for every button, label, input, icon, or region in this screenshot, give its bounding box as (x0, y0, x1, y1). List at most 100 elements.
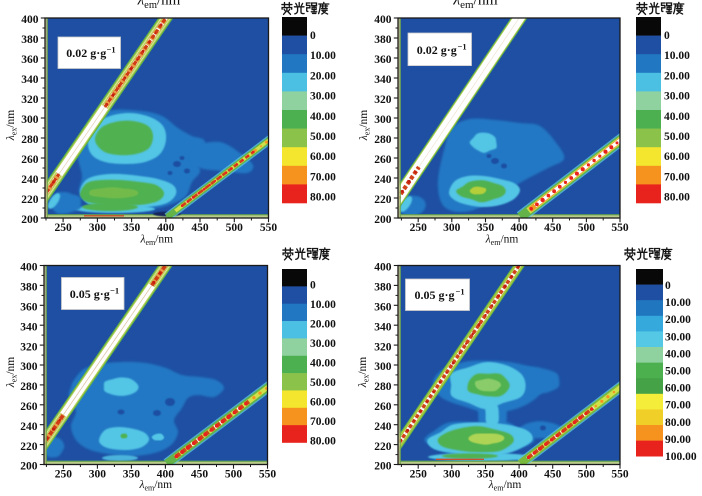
svg-text:350: 350 (477, 222, 495, 234)
svg-text:λex/nm: λex/nm (5, 110, 19, 141)
svg-text:400: 400 (374, 262, 392, 274)
svg-text:380: 380 (20, 282, 38, 294)
svg-text:−1: −1 (458, 41, 467, 51)
svg-text:70.00: 70.00 (310, 171, 336, 183)
svg-text:340: 340 (20, 321, 38, 333)
svg-text:320: 320 (374, 341, 392, 353)
svg-text:λem/nm: λem/nm (452, 0, 497, 11)
svg-text:λem/nm: λem/nm (485, 234, 519, 248)
svg-text:80.00: 80.00 (665, 417, 691, 429)
svg-text:20.00: 20.00 (664, 70, 690, 82)
svg-text:80.00: 80.00 (310, 436, 336, 448)
svg-text:350: 350 (477, 469, 495, 481)
svg-text:40.00: 40.00 (664, 111, 690, 123)
svg-text:250: 250 (54, 222, 72, 234)
svg-text:300: 300 (89, 222, 107, 234)
svg-text:250: 250 (410, 222, 428, 234)
svg-text:340: 340 (374, 321, 392, 333)
svg-text:−1: −1 (107, 45, 116, 55)
svg-text:200: 200 (374, 461, 392, 473)
svg-text:380: 380 (374, 34, 392, 46)
svg-text:λem/nm: λem/nm (139, 234, 173, 248)
svg-text:λem/nm: λem/nm (137, 0, 181, 11)
svg-text:20.00: 20.00 (310, 70, 336, 82)
svg-text:340: 340 (21, 74, 39, 86)
svg-text:0.05 g·g: 0.05 g·g (70, 287, 110, 301)
svg-text:λex/nm: λex/nm (5, 357, 19, 388)
svg-text:50.00: 50.00 (310, 377, 336, 389)
svg-text:300: 300 (374, 114, 392, 126)
svg-text:500: 500 (226, 222, 244, 234)
svg-text:20.00: 20.00 (665, 314, 691, 326)
svg-text:−1: −1 (456, 287, 465, 297)
svg-text:240: 240 (374, 174, 392, 186)
svg-text:400: 400 (374, 14, 392, 26)
svg-text:280: 280 (20, 381, 38, 393)
svg-text:500: 500 (578, 222, 596, 234)
svg-text:500: 500 (225, 469, 243, 481)
svg-text:450: 450 (191, 222, 209, 234)
svg-text:60.00: 60.00 (310, 151, 336, 163)
svg-text:350: 350 (123, 222, 141, 234)
svg-text:220: 220 (21, 194, 39, 206)
svg-text:100.00: 100.00 (665, 451, 697, 463)
svg-text:360: 360 (374, 54, 392, 66)
svg-text:320: 320 (20, 341, 38, 353)
svg-text:340: 340 (374, 74, 392, 86)
svg-text:10.00: 10.00 (310, 299, 336, 311)
svg-text:40.00: 40.00 (310, 357, 336, 369)
svg-text:220: 220 (374, 194, 392, 206)
svg-text:350: 350 (123, 469, 141, 481)
svg-text:260: 260 (374, 401, 392, 413)
svg-text:360: 360 (20, 302, 38, 314)
svg-text:λem/nm: λem/nm (488, 479, 522, 493)
svg-text:20.00: 20.00 (310, 318, 336, 330)
svg-text:30.00: 30.00 (664, 91, 690, 103)
svg-text:260: 260 (374, 154, 392, 166)
svg-text:300: 300 (443, 222, 461, 234)
svg-text:500: 500 (578, 469, 596, 481)
svg-text:300: 300 (443, 469, 461, 481)
svg-text:0: 0 (310, 30, 316, 42)
svg-text:260: 260 (21, 154, 39, 166)
svg-text:300: 300 (21, 114, 39, 126)
svg-text:70.00: 70.00 (664, 171, 690, 183)
svg-text:260: 260 (20, 401, 38, 413)
svg-text:0: 0 (664, 30, 670, 42)
svg-text:λex/nm: λex/nm (358, 110, 372, 141)
svg-text:550: 550 (260, 222, 278, 234)
svg-text:250: 250 (410, 469, 428, 481)
svg-text:60.00: 60.00 (665, 383, 691, 395)
svg-text:550: 550 (259, 469, 277, 481)
svg-text:220: 220 (374, 441, 392, 453)
svg-text:250: 250 (55, 469, 73, 481)
svg-text:380: 380 (374, 282, 392, 294)
svg-text:200: 200 (374, 214, 392, 226)
svg-text:0: 0 (310, 279, 316, 291)
svg-text:380: 380 (21, 34, 39, 46)
svg-text:60.00: 60.00 (310, 397, 336, 409)
svg-text:0.02 g·g: 0.02 g·g (417, 43, 457, 57)
svg-text:300: 300 (374, 361, 392, 373)
svg-text:80.00: 80.00 (664, 192, 690, 204)
svg-text:240: 240 (374, 421, 392, 433)
svg-text:0.02 g·g: 0.02 g·g (66, 46, 106, 60)
svg-text:400: 400 (510, 469, 528, 481)
svg-text:40.00: 40.00 (310, 111, 336, 123)
svg-text:450: 450 (544, 469, 562, 481)
svg-text:200: 200 (21, 214, 39, 226)
svg-text:240: 240 (20, 421, 38, 433)
svg-text:50.00: 50.00 (310, 131, 336, 143)
svg-text:240: 240 (21, 174, 39, 186)
svg-text:400: 400 (20, 262, 38, 274)
svg-text:50.00: 50.00 (664, 131, 690, 143)
svg-text:400: 400 (157, 469, 175, 481)
svg-text:10.00: 10.00 (310, 50, 336, 62)
svg-text:550: 550 (611, 222, 629, 234)
svg-text:550: 550 (611, 469, 629, 481)
svg-text:30.00: 30.00 (310, 91, 336, 103)
svg-text:280: 280 (374, 134, 392, 146)
svg-text:λex/nm: λex/nm (357, 357, 371, 388)
svg-text:450: 450 (544, 222, 562, 234)
svg-text:30.00: 30.00 (665, 331, 691, 343)
